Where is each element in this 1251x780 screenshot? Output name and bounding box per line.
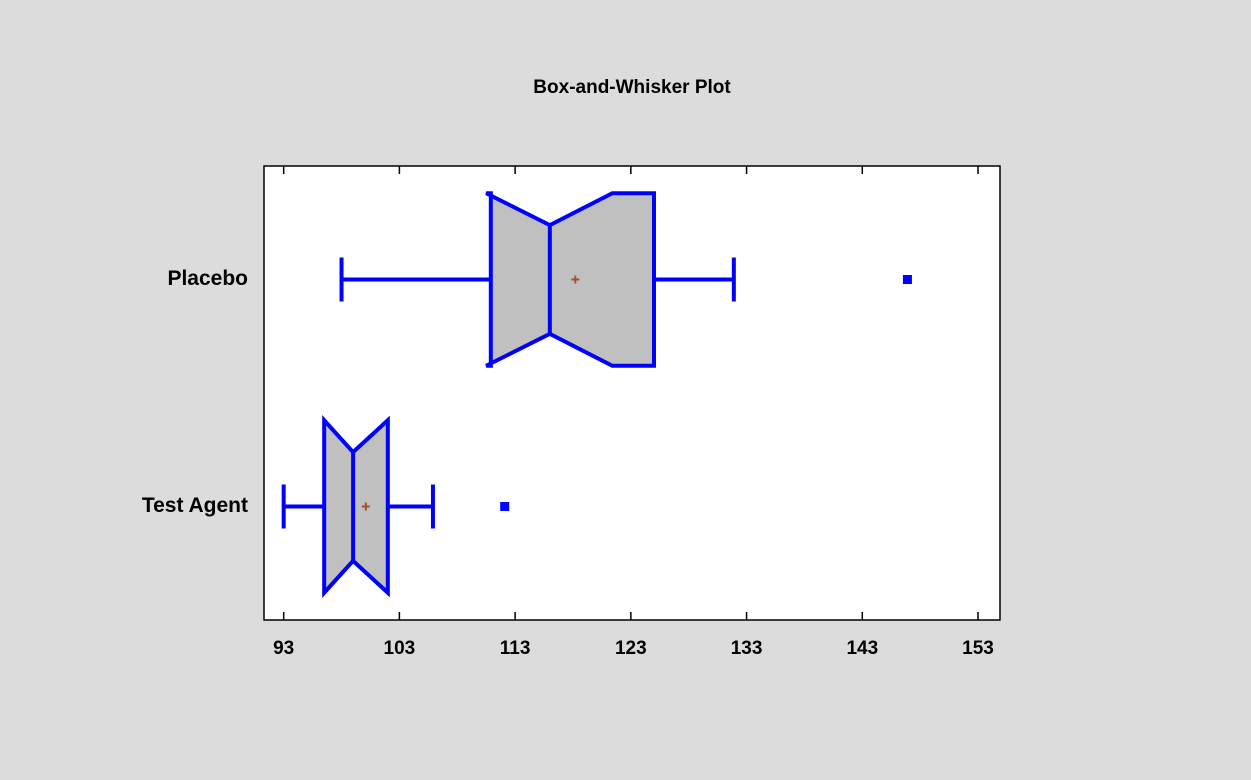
x-tick-label: 143 xyxy=(846,638,878,659)
x-tick-label: 123 xyxy=(615,638,647,659)
x-tick-label: 103 xyxy=(384,638,416,659)
mean-marker xyxy=(361,502,370,511)
mean-marker xyxy=(571,275,580,284)
box xyxy=(485,191,656,368)
outlier xyxy=(500,502,510,511)
chart-title: Box-and-Whisker Plot xyxy=(533,77,731,98)
x-tick-label: 133 xyxy=(731,638,763,659)
outlier xyxy=(902,275,912,284)
x-tick-label: 153 xyxy=(962,638,994,659)
x-tick-label: 93 xyxy=(273,638,294,659)
x-tick-label: 113 xyxy=(500,638,531,659)
y-tick-label: Test Agent xyxy=(142,494,248,517)
y-tick-label: Placebo xyxy=(167,267,248,290)
